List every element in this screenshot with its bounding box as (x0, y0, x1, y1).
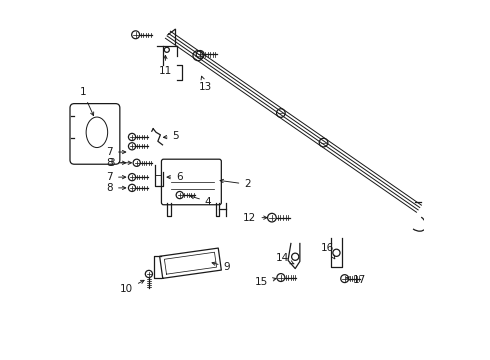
Text: 8: 8 (106, 183, 126, 193)
Text: 15: 15 (255, 277, 276, 287)
Text: 3: 3 (109, 158, 131, 168)
Text: 2: 2 (220, 179, 251, 189)
Text: 4: 4 (191, 195, 212, 207)
Text: 7: 7 (106, 147, 126, 157)
Text: 16: 16 (320, 243, 335, 259)
Text: 6: 6 (167, 172, 183, 182)
Text: 11: 11 (159, 55, 172, 76)
Text: 10: 10 (120, 280, 144, 294)
Text: 7: 7 (106, 172, 126, 182)
Text: 1: 1 (79, 87, 94, 116)
Text: 9: 9 (212, 262, 230, 272)
Text: 14: 14 (275, 253, 294, 264)
Text: 5: 5 (164, 131, 179, 141)
Text: 8: 8 (106, 158, 126, 168)
Text: 12: 12 (243, 213, 267, 222)
Text: 13: 13 (199, 76, 212, 93)
Text: 17: 17 (346, 275, 366, 285)
